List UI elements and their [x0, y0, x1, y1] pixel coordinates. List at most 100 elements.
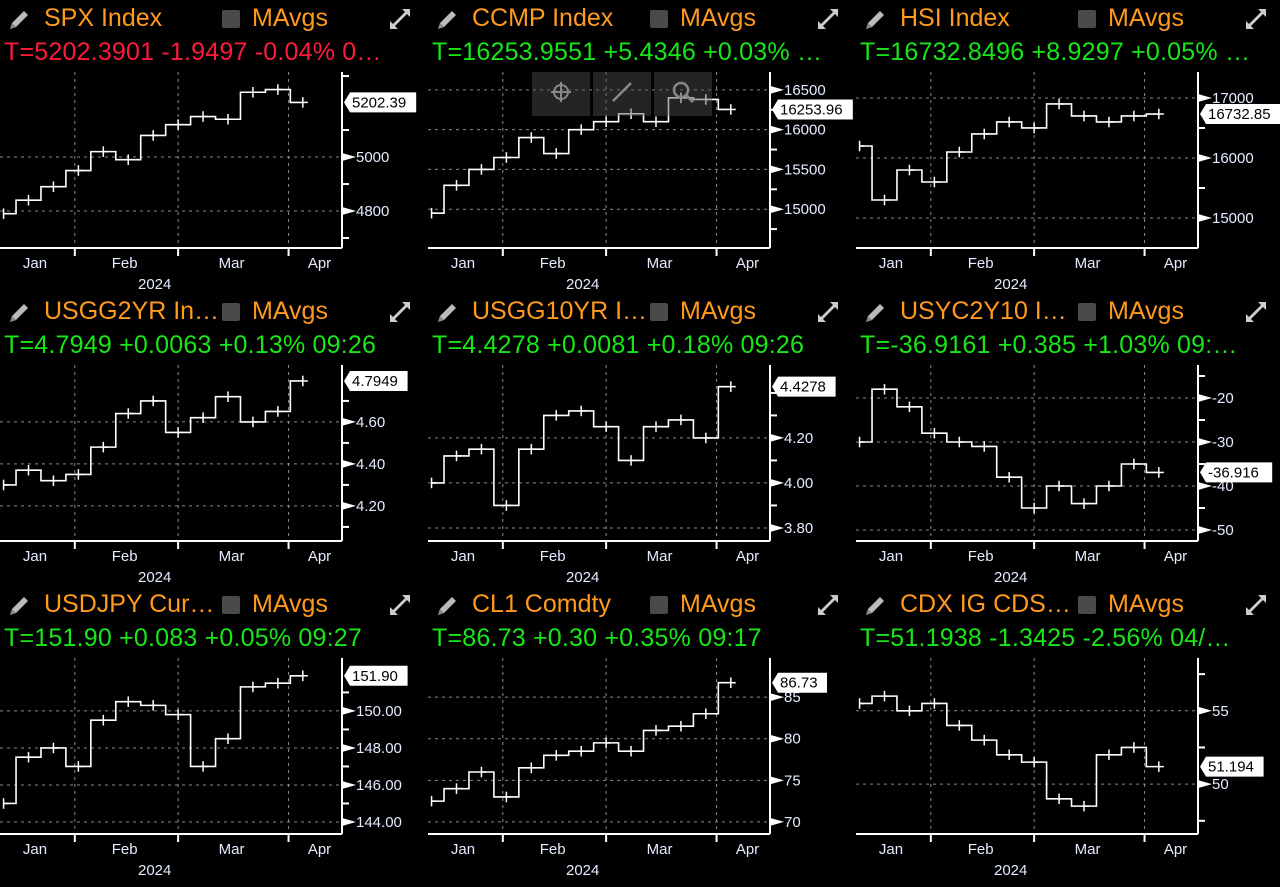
last-price-label: 151.90 — [352, 668, 398, 685]
security-title[interactable]: USDJPY Cur… — [44, 590, 215, 618]
pencil-icon[interactable] — [6, 7, 32, 33]
month-label: Apr — [308, 548, 331, 565]
expand-icon[interactable] — [386, 591, 414, 619]
zoom-button[interactable] — [654, 72, 712, 116]
mavgs-label[interactable]: MAvgs — [252, 590, 328, 618]
y-tick-marker — [342, 743, 356, 752]
security-title[interactable]: CCMP Index — [472, 4, 614, 32]
mavgs-label[interactable]: MAvgs — [1108, 590, 1184, 618]
chart-panel[interactable]: HSI Index MAvgs T=16732.8496 +8.9297 +0.05… — [856, 0, 1280, 293]
price-chart[interactable]: 150.00 148.00 146.00 144.00 Jan Feb Mar Apr 2024… — [0, 646, 425, 879]
panel-header: USDJPY Cur… MAvgs — [0, 586, 425, 624]
expand-icon[interactable] — [1242, 5, 1270, 33]
zoom-icon — [671, 80, 695, 109]
security-title[interactable]: HSI Index — [900, 4, 1010, 32]
mavgs-toggle-checkbox[interactable] — [1078, 303, 1096, 321]
security-title[interactable]: SPX Index — [44, 4, 163, 32]
expand-icon[interactable] — [1242, 298, 1270, 326]
mavgs-toggle-checkbox[interactable] — [222, 596, 240, 614]
month-label: Feb — [968, 548, 994, 565]
pencil-icon[interactable] — [862, 593, 888, 619]
mavgs-toggle-checkbox[interactable] — [650, 303, 668, 321]
mavgs-toggle-checkbox[interactable] — [1078, 10, 1096, 28]
mavgs-label[interactable]: MAvgs — [1108, 297, 1184, 325]
y-tick-marker — [342, 417, 356, 426]
price-line — [3, 674, 303, 805]
line-draw-icon — [610, 80, 634, 109]
y-tick-label: -30 — [1212, 434, 1234, 451]
y-tick-marker — [342, 459, 356, 468]
month-label: Feb — [112, 255, 138, 272]
y-tick-label: 15500 — [784, 161, 826, 178]
security-title[interactable]: CDX IG CDS… — [900, 590, 1071, 618]
security-title[interactable]: CL1 Comdty — [472, 590, 611, 618]
mavgs-label[interactable]: MAvgs — [1108, 4, 1184, 32]
chart-panel[interactable]: CDX IG CDS… MAvgs T=51.1938 -1.3425 -2.56%… — [856, 586, 1280, 879]
price-series — [2, 84, 308, 219]
price-chart[interactable]: 17000 16000 15000 Jan Feb Mar Apr 2024 16732.85 — [856, 60, 1280, 293]
pencil-icon[interactable] — [862, 7, 888, 33]
line-draw-button[interactable] — [593, 72, 651, 116]
y-tick-marker — [770, 125, 784, 134]
chart-toolbar — [532, 72, 712, 116]
crosshair-button[interactable] — [532, 72, 590, 116]
month-label: Apr — [1164, 841, 1187, 858]
year-label: 2024 — [994, 862, 1027, 879]
quote-line: T=5202.3901 -1.9497 -0.04% 0… — [4, 38, 382, 66]
pencil-icon[interactable] — [434, 300, 460, 326]
month-label: Feb — [968, 841, 994, 858]
price-chart[interactable]: 85 80 75 70 Jan Feb Mar Apr 2024 86.73 — [428, 646, 853, 879]
quote-line: T=4.7949 +0.0063 +0.13% 09:26 — [4, 331, 377, 359]
chart-panel[interactable]: CL1 Comdty MAvgs T=86.73 +0.30 +0.35% 09:1… — [428, 586, 853, 879]
y-tick-label: -50 — [1212, 522, 1234, 539]
security-title[interactable]: USYC2Y10 I… — [900, 297, 1067, 325]
mavgs-toggle-checkbox[interactable] — [650, 10, 668, 28]
expand-icon[interactable] — [386, 298, 414, 326]
price-series — [430, 381, 736, 511]
mavgs-toggle-checkbox[interactable] — [650, 596, 668, 614]
last-price-tag: -36.916 — [1200, 462, 1273, 483]
mavgs-toggle-checkbox[interactable] — [1078, 596, 1096, 614]
y-tick-marker — [770, 433, 784, 442]
last-price-tag: 5202.39 — [344, 92, 417, 113]
mavgs-label[interactable]: MAvgs — [680, 590, 756, 618]
last-price-tag: 4.7949 — [344, 370, 408, 391]
mavgs-toggle-checkbox[interactable] — [222, 303, 240, 321]
price-chart[interactable]: 16500 16000 15500 15000 Jan Feb Mar Apr 2024 1625… — [428, 60, 853, 293]
chart-panel[interactable]: USGG2YR In… MAvgs T=4.7949 +0.0063 +0.13% … — [0, 293, 425, 586]
expand-icon[interactable] — [814, 5, 842, 33]
price-line — [431, 385, 731, 507]
pencil-icon[interactable] — [862, 300, 888, 326]
month-label: Mar — [1075, 841, 1101, 858]
chart-panel[interactable]: USGG10YR I… MAvgs T=4.4278 +0.0081 +0.18% … — [428, 293, 853, 586]
mavgs-toggle-checkbox[interactable] — [222, 10, 240, 28]
expand-icon[interactable] — [814, 591, 842, 619]
price-chart[interactable]: 4.20 4.00 3.80 Jan Feb Mar Apr 2024 4.4278 — [428, 353, 853, 586]
expand-icon[interactable] — [386, 5, 414, 33]
y-tick-marker — [342, 153, 356, 162]
month-label: Mar — [647, 255, 673, 272]
pencil-icon[interactable] — [434, 7, 460, 33]
mavgs-label[interactable]: MAvgs — [252, 4, 328, 32]
chart-panel[interactable]: USYC2Y10 I… MAvgs T=-36.9161 +0.385 +1.03%… — [856, 293, 1280, 586]
pencil-icon[interactable] — [6, 593, 32, 619]
security-title[interactable]: USGG2YR In… — [44, 297, 220, 325]
mavgs-label[interactable]: MAvgs — [680, 4, 756, 32]
price-chart[interactable]: 55 50 Jan Feb Mar Apr 2024 51.194 — [856, 646, 1280, 879]
mavgs-label[interactable]: MAvgs — [252, 297, 328, 325]
y-tick-label: 4.60 — [356, 414, 385, 431]
chart-panel[interactable]: USDJPY Cur… MAvgs T=151.90 +0.083 +0.05% 0… — [0, 586, 425, 879]
expand-icon[interactable] — [814, 298, 842, 326]
price-chart[interactable]: 4.60 4.40 4.20 Jan Feb Mar Apr 2024 4.7949 — [0, 353, 425, 586]
pencil-icon[interactable] — [434, 593, 460, 619]
security-title[interactable]: USGG10YR I… — [472, 297, 648, 325]
price-series — [858, 690, 1164, 812]
chart-panel[interactable]: SPX Index MAvgs T=5202.3901 -1.9497 -0.04%… — [0, 0, 425, 293]
chart-panel[interactable]: CCMP Index MAvgs T=16253.9551 +5.4346 +0.0… — [428, 0, 853, 293]
price-chart[interactable]: 5000 4800 Jan Feb Mar Apr 2024 5202.39 — [0, 60, 425, 293]
mavgs-label[interactable]: MAvgs — [680, 297, 756, 325]
y-tick-marker — [1198, 394, 1212, 402]
expand-icon[interactable] — [1242, 591, 1270, 619]
pencil-icon[interactable] — [6, 300, 32, 326]
